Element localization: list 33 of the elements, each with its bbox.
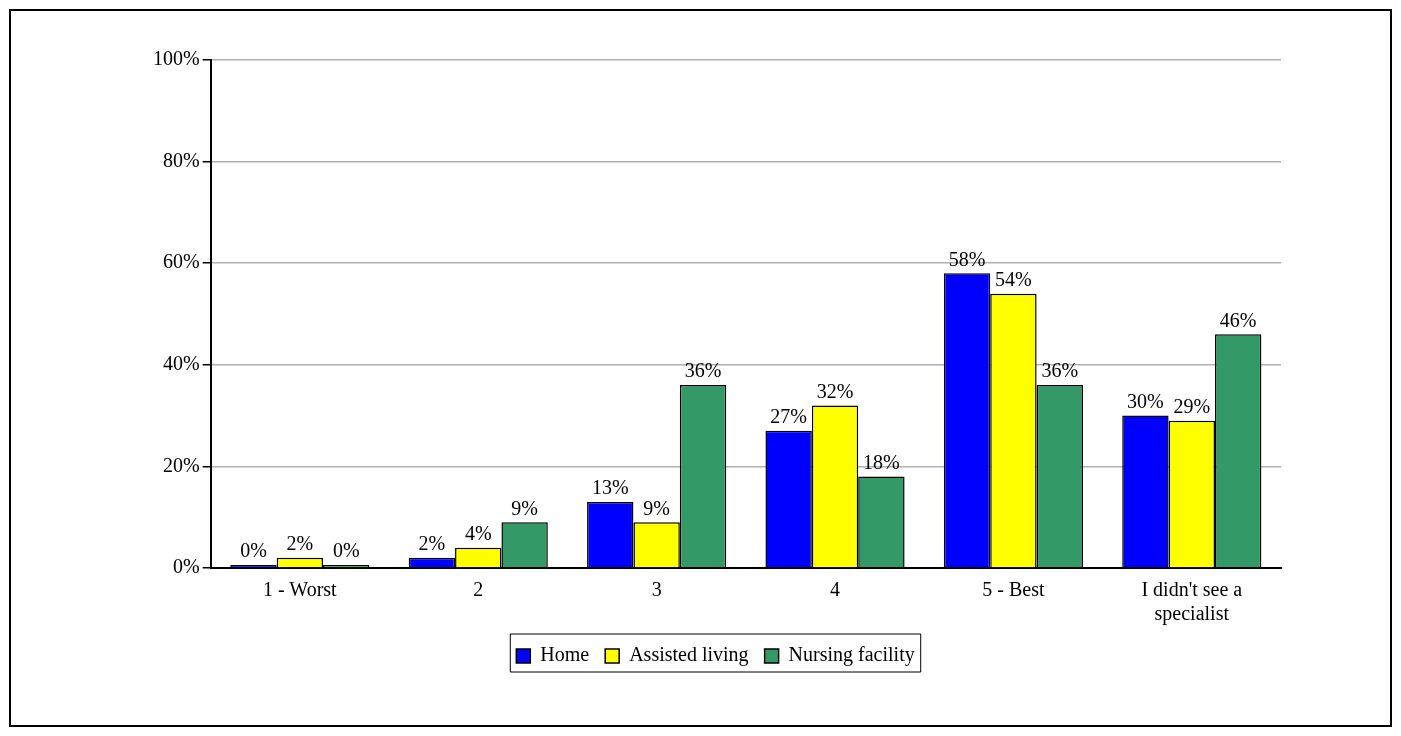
data-label: 9%	[511, 496, 538, 519]
data-label: 32%	[816, 379, 854, 402]
data-label: 30%	[1127, 389, 1164, 412]
x-tick-label: 2	[473, 578, 484, 601]
legend-label: Home	[540, 643, 590, 666]
x-tick-label: I didn't see a specialist	[1141, 578, 1243, 626]
data-label: 13%	[591, 476, 629, 499]
data-label: 27%	[770, 405, 807, 428]
data-label: 58%	[948, 247, 986, 270]
data-label: 46%	[1219, 308, 1257, 331]
data-label: 29%	[1173, 394, 1211, 417]
data-label: 0%	[332, 539, 360, 562]
y-tick-label: 0%	[172, 555, 200, 578]
data-label: 2%	[418, 532, 446, 555]
x-tick-label: 1 - Worst	[263, 578, 338, 601]
legend-label: Nursing facility	[788, 643, 915, 667]
data-label: 4%	[464, 521, 492, 544]
data-label: 9%	[643, 496, 670, 519]
data-label: 36%	[684, 359, 722, 382]
x-tick-label: 4	[830, 578, 841, 601]
y-tick-label: 40%	[162, 352, 200, 375]
data-label: 0%	[240, 539, 267, 562]
data-label: 2%	[286, 532, 314, 555]
y-tick-label: 100%	[152, 47, 200, 70]
y-tick-label: 20%	[162, 453, 200, 476]
data-label: 54%	[995, 267, 1032, 290]
data-label: 18%	[863, 450, 900, 473]
x-tick-label: 5 - Best	[982, 578, 1045, 601]
x-tick-label: 3	[651, 578, 662, 601]
legend-label: Assisted living	[629, 643, 749, 667]
y-tick-label: 80%	[162, 148, 200, 171]
y-tick-label: 60%	[162, 250, 200, 273]
data-label: 36%	[1041, 359, 1079, 382]
